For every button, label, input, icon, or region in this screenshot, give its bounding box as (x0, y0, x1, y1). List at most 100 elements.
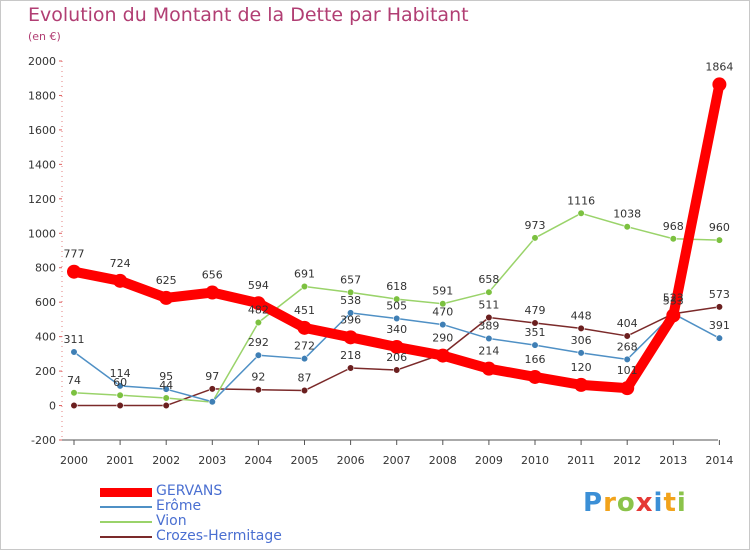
data-point (712, 77, 727, 92)
y-tick-label: 1600 (28, 124, 56, 137)
data-label: 973 (525, 219, 546, 232)
legend-label: Erôme (156, 498, 202, 514)
data-point (574, 377, 589, 392)
x-tick-label: 2003 (198, 454, 226, 467)
data-label: 505 (386, 300, 407, 313)
data-point (715, 303, 724, 311)
data-label: 657 (340, 273, 361, 286)
data-point (162, 401, 170, 410)
data-point (485, 334, 493, 343)
data-point (623, 332, 631, 340)
data-label: 594 (248, 279, 269, 292)
data-label: 658 (478, 273, 499, 286)
data-label: 340 (386, 323, 407, 336)
legend-swatch (100, 521, 152, 523)
data-label: 451 (294, 304, 315, 317)
x-tick-label: 2011 (567, 454, 595, 467)
y-tick-label: 1000 (28, 227, 56, 240)
data-label: 404 (617, 317, 638, 330)
data-label: 290 (432, 332, 453, 345)
logo-letter: P (583, 488, 604, 518)
y-tick-label: 2000 (28, 55, 56, 68)
data-point (208, 385, 216, 393)
data-point (393, 295, 401, 303)
chart-subtitle: (en €) (28, 30, 61, 43)
data-label: 206 (386, 351, 407, 364)
data-label: 389 (478, 320, 499, 333)
data-point (297, 320, 312, 335)
y-tick-label: 400 (35, 331, 56, 344)
x-tick-label: 2014 (705, 454, 733, 467)
data-label: 87 (298, 372, 312, 385)
y-tick-label: 200 (35, 365, 56, 378)
data-point (70, 401, 78, 410)
x-tick-label: 2002 (152, 454, 180, 467)
x-tick-label: 2007 (383, 454, 411, 467)
y-tick-label: -200 (31, 434, 56, 447)
data-point (254, 351, 262, 359)
y-tick-label: 0 (49, 400, 56, 413)
data-label: 268 (617, 340, 638, 353)
data-point (347, 364, 355, 372)
data-label: 691 (294, 268, 315, 281)
data-point (251, 296, 266, 311)
data-point (531, 341, 539, 349)
logo-letter: i (676, 488, 687, 518)
data-label: 74 (67, 374, 81, 387)
data-point (343, 330, 358, 345)
data-label: 591 (432, 285, 453, 298)
data-label: 511 (478, 299, 499, 312)
legend-label: Vion (156, 513, 187, 529)
data-label: 60 (113, 376, 127, 389)
legend-swatch (100, 506, 152, 508)
legend-swatch (100, 536, 152, 538)
data-point (116, 391, 124, 399)
data-label: 92 (251, 371, 265, 384)
data-label: 396 (340, 313, 361, 326)
data-point (159, 290, 174, 305)
data-label: 533 (663, 295, 684, 308)
y-tick-label: 1400 (28, 158, 56, 171)
data-point (347, 309, 355, 317)
data-label: 482 (248, 304, 269, 317)
data-point (70, 348, 78, 356)
data-point (162, 385, 170, 393)
data-label: 777 (64, 248, 85, 261)
data-label: 214 (478, 345, 499, 358)
data-point (666, 308, 681, 323)
data-point (577, 349, 585, 357)
legend-swatch (100, 488, 152, 497)
data-point (669, 235, 677, 243)
data-label: 523 (663, 291, 684, 304)
data-point (70, 389, 78, 397)
data-label: 218 (340, 349, 361, 362)
logo-letter: t (663, 488, 677, 518)
data-label: 625 (156, 274, 177, 287)
data-point (485, 313, 493, 322)
x-tick-label: 2005 (291, 454, 319, 467)
data-label: 120 (571, 361, 592, 374)
logo-letter: r (603, 488, 617, 518)
legend-label: Crozes-Hermitage (156, 528, 282, 544)
y-tick-label: 800 (35, 262, 56, 275)
data-point (393, 314, 401, 323)
logo-letter: i (653, 488, 664, 518)
x-tick-label: 2009 (475, 454, 503, 467)
data-label: 479 (525, 304, 546, 317)
logo-letter: o (616, 488, 636, 518)
data-point (300, 282, 309, 291)
data-point (389, 339, 404, 354)
data-point (485, 288, 493, 296)
data-label: 573 (709, 288, 730, 301)
data-point (67, 264, 81, 279)
data-point (347, 288, 355, 296)
data-label: 538 (340, 294, 361, 307)
data-point (481, 361, 496, 376)
data-label: 351 (525, 326, 546, 339)
data-point (254, 318, 262, 327)
data-point (300, 386, 309, 395)
data-label: 391 (709, 319, 730, 332)
data-label: 306 (571, 334, 592, 347)
data-label: 272 (294, 340, 315, 353)
data-point (623, 223, 631, 231)
